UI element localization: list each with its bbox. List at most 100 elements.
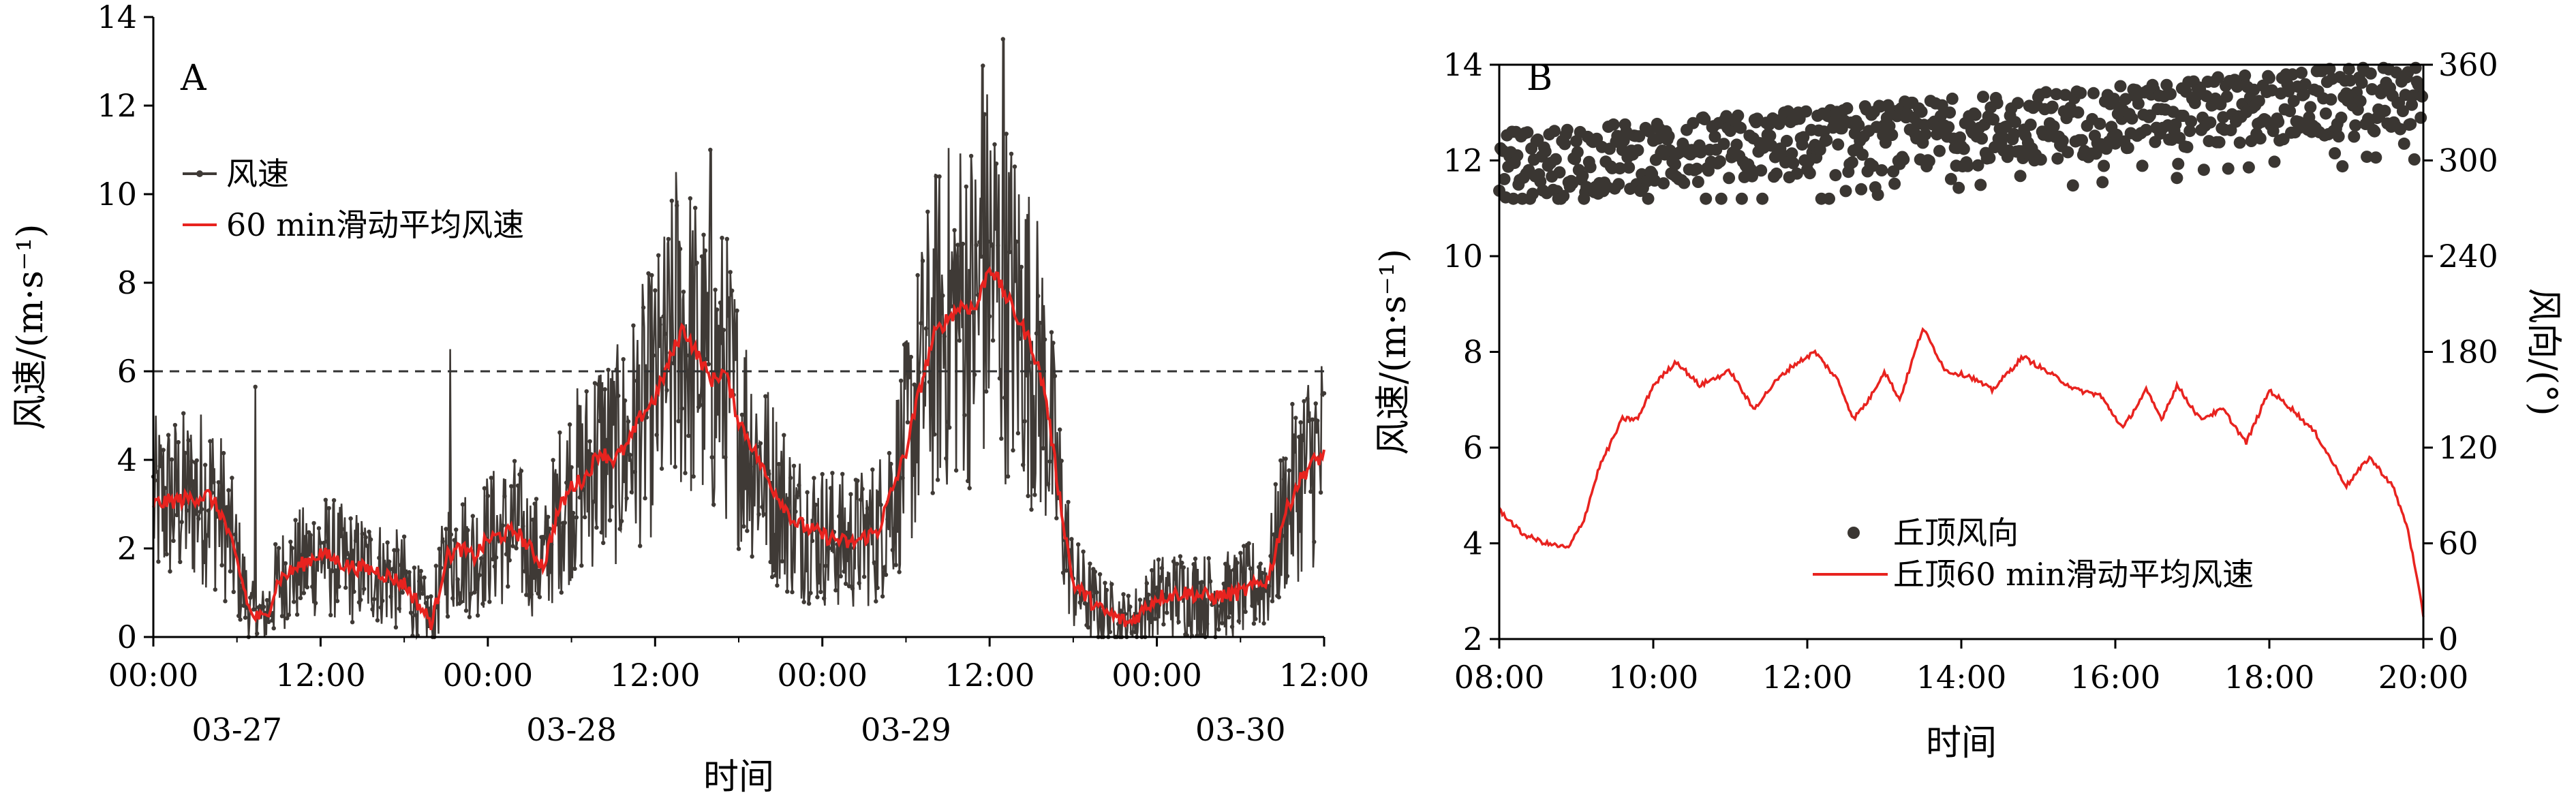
raw-wind-point bbox=[572, 566, 577, 571]
raw-wind-point bbox=[459, 600, 463, 604]
raw-wind-point bbox=[935, 478, 940, 482]
raw-wind-point bbox=[186, 438, 191, 443]
raw-wind-point bbox=[1152, 617, 1158, 621]
raw-wind-point bbox=[952, 228, 957, 233]
raw-wind-point bbox=[499, 527, 504, 533]
raw-wind-point bbox=[934, 174, 938, 178]
raw-wind-point bbox=[1121, 592, 1126, 597]
direction-point bbox=[2370, 151, 2382, 164]
raw-wind-point bbox=[996, 243, 1000, 248]
raw-wind-point bbox=[1255, 587, 1260, 592]
raw-wind-point bbox=[283, 561, 288, 566]
raw-wind-point bbox=[1069, 537, 1074, 542]
raw-wind-point bbox=[1007, 249, 1012, 255]
direction-point bbox=[2185, 115, 2198, 128]
direction-point bbox=[2404, 118, 2417, 131]
direction-point bbox=[2409, 61, 2422, 74]
raw-wind-point bbox=[768, 559, 773, 565]
raw-wind-point bbox=[713, 288, 718, 292]
raw-wind-point bbox=[765, 456, 769, 461]
raw-wind-point bbox=[874, 599, 878, 604]
direction-point bbox=[1735, 192, 1748, 205]
raw-wind-point bbox=[904, 341, 908, 346]
panel-a-y-tick-label: 2 bbox=[117, 530, 137, 567]
direction-point bbox=[2072, 106, 2085, 119]
direction-point bbox=[2355, 76, 2368, 89]
direction-point bbox=[2349, 119, 2362, 132]
raw-wind-point bbox=[382, 572, 386, 577]
panel-a-x-axis-label: 时间 bbox=[703, 757, 774, 798]
raw-wind-point bbox=[206, 508, 211, 513]
raw-wind-point bbox=[1260, 570, 1265, 576]
direction-point bbox=[1717, 138, 1730, 151]
direction-point bbox=[1548, 125, 1561, 138]
panel-a-x-tick-label: 00:00 bbox=[443, 657, 534, 694]
raw-wind-point bbox=[546, 514, 551, 519]
raw-wind-point bbox=[1281, 477, 1287, 482]
raw-wind-point bbox=[465, 528, 470, 533]
raw-wind-point bbox=[868, 520, 874, 525]
raw-wind-point bbox=[1176, 619, 1181, 625]
raw-wind-point bbox=[743, 486, 748, 491]
direction-point bbox=[1875, 164, 1888, 176]
raw-wind-point bbox=[726, 296, 731, 301]
raw-wind-point bbox=[512, 459, 517, 463]
raw-wind-point bbox=[489, 476, 493, 480]
raw-wind-point bbox=[353, 538, 358, 543]
raw-wind-point bbox=[500, 523, 506, 528]
direction-point bbox=[2121, 142, 2134, 154]
raw-wind-point bbox=[659, 466, 664, 471]
direction-point bbox=[1972, 159, 1984, 172]
direction-point bbox=[2171, 172, 2183, 185]
raw-wind-point bbox=[534, 497, 539, 501]
direction-point bbox=[1511, 149, 1524, 162]
raw-wind-point bbox=[515, 483, 521, 488]
raw-wind-point bbox=[805, 490, 810, 495]
raw-wind-point bbox=[949, 304, 953, 309]
direction-point bbox=[1732, 109, 1745, 122]
direction-point bbox=[1983, 151, 1996, 164]
panel-b-x-tick-label: 16:00 bbox=[2070, 659, 2161, 696]
direction-point bbox=[2390, 66, 2403, 79]
direction-point bbox=[1813, 143, 1826, 156]
raw-wind-point bbox=[1081, 549, 1086, 554]
raw-wind-point bbox=[658, 322, 662, 327]
raw-wind-point bbox=[1315, 418, 1320, 423]
raw-wind-point bbox=[653, 288, 658, 293]
direction-point bbox=[2183, 125, 2196, 138]
raw-wind-point bbox=[662, 331, 668, 337]
raw-wind-point bbox=[782, 433, 786, 437]
raw-wind-point bbox=[1051, 341, 1056, 345]
raw-wind-point bbox=[1246, 541, 1251, 546]
direction-point bbox=[2319, 107, 2332, 120]
raw-wind-point bbox=[930, 491, 935, 495]
raw-wind-point bbox=[711, 502, 716, 507]
direction-point bbox=[1643, 125, 1656, 138]
raw-wind-point bbox=[228, 569, 233, 574]
raw-wind-point bbox=[325, 539, 330, 544]
panel-b-y-tick-label: 4 bbox=[1463, 525, 1483, 562]
raw-wind-point bbox=[1313, 401, 1318, 406]
raw-wind-point bbox=[599, 530, 604, 535]
raw-wind-point bbox=[1097, 572, 1103, 577]
raw-wind-point bbox=[837, 514, 842, 518]
raw-wind-point bbox=[154, 469, 159, 474]
raw-wind-point bbox=[622, 398, 628, 403]
panel-a: 0 2 4 6 8 10 12 14 00:00 12:00 00:00 12:00 00:00 12:0… bbox=[10, 0, 1369, 798]
raw-wind-point bbox=[433, 563, 438, 568]
raw-wind-point bbox=[694, 260, 699, 265]
raw-wind-point bbox=[818, 589, 823, 595]
raw-wind-point bbox=[1228, 610, 1233, 615]
direction-point bbox=[2304, 101, 2317, 114]
direction-point bbox=[2332, 130, 2345, 143]
raw-wind-point bbox=[1305, 397, 1310, 401]
raw-wind-point bbox=[686, 433, 691, 438]
raw-wind-point bbox=[1248, 566, 1253, 571]
raw-wind-point bbox=[532, 501, 537, 506]
raw-wind-point bbox=[720, 236, 724, 240]
raw-wind-point bbox=[750, 554, 754, 559]
direction-point bbox=[1715, 192, 1728, 205]
raw-wind-point bbox=[850, 586, 855, 591]
direction-point bbox=[1919, 128, 1932, 141]
raw-wind-point bbox=[1109, 582, 1114, 587]
